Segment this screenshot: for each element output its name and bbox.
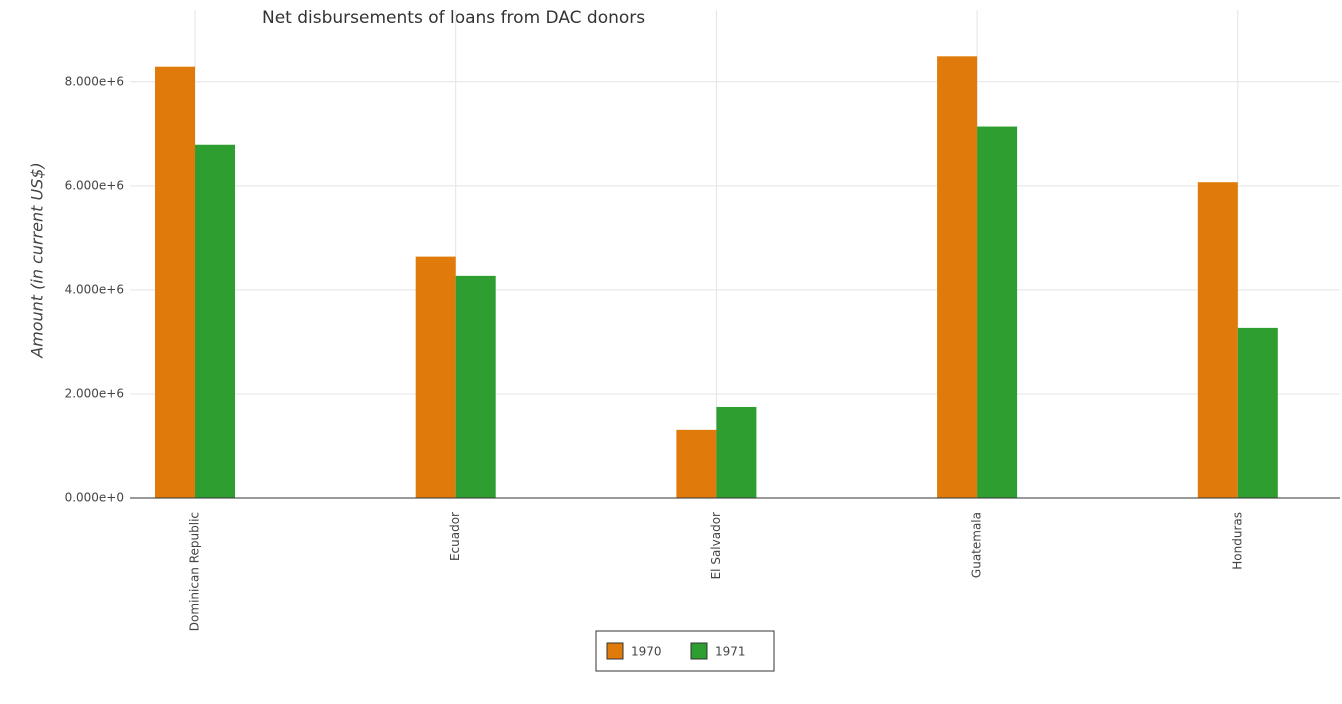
x-tick-label: El Salvador bbox=[709, 512, 723, 579]
y-tick-label: 4.000e+6 bbox=[65, 282, 124, 296]
x-tick-label: Guatemala bbox=[970, 512, 984, 578]
legend-box bbox=[595, 630, 775, 672]
bar bbox=[676, 429, 717, 498]
legend-label: 1971 bbox=[715, 645, 746, 659]
x-tick-label: Honduras bbox=[1230, 512, 1244, 570]
bar bbox=[937, 56, 978, 499]
y-tick-label: 8.000e+6 bbox=[65, 74, 124, 88]
chart-title: Net disbursements of loans from DAC dono… bbox=[262, 8, 645, 28]
bar bbox=[1237, 327, 1278, 498]
bar bbox=[415, 256, 456, 498]
y-tick-label: 6.000e+6 bbox=[65, 178, 124, 192]
legend-swatch bbox=[606, 642, 624, 660]
y-axis-title: Amount (in current US$) bbox=[28, 162, 47, 359]
legend-label: 1970 bbox=[631, 645, 662, 659]
y-tick-label: 0.000e+0 bbox=[65, 491, 124, 505]
legend-swatch bbox=[690, 642, 708, 660]
bar bbox=[455, 275, 496, 498]
x-tick-label: Dominican Republic bbox=[188, 512, 202, 631]
bar bbox=[977, 126, 1018, 498]
bar bbox=[155, 66, 195, 498]
bar bbox=[716, 406, 757, 498]
y-tick-label: 2.000e+6 bbox=[65, 386, 124, 400]
bar bbox=[195, 144, 235, 498]
bar bbox=[1197, 182, 1238, 498]
x-tick-label: Ecuador bbox=[448, 512, 462, 561]
